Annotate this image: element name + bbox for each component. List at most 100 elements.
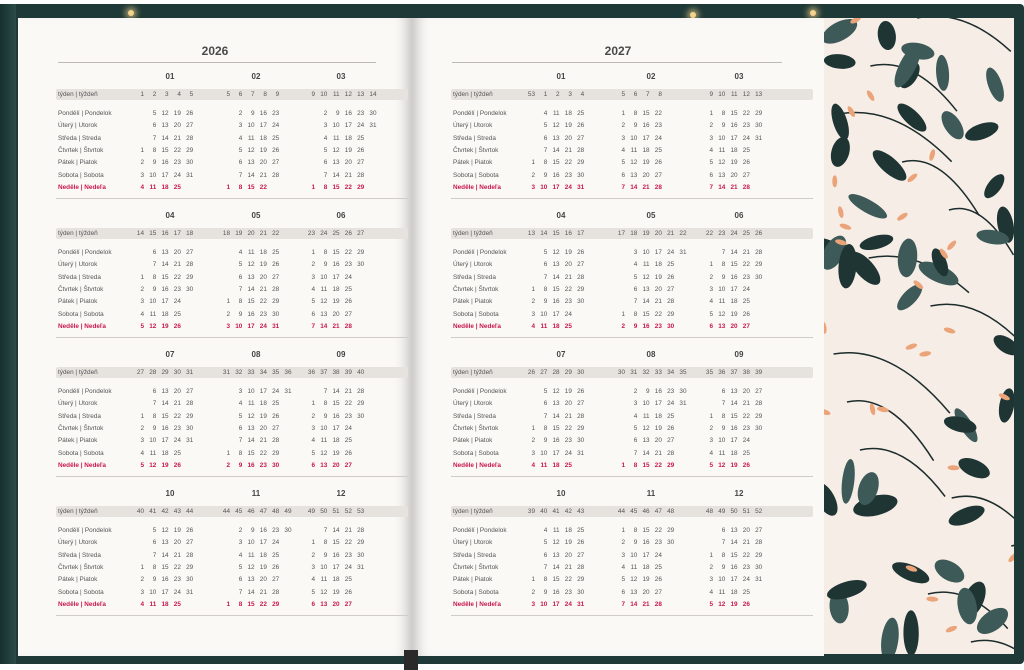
day-number: 17	[161, 588, 169, 596]
leaf	[986, 67, 1004, 102]
day-number: 9	[152, 285, 157, 293]
day-number: 15	[730, 110, 738, 117]
day-number: 26	[667, 424, 675, 432]
day-label: Úterý | Utorok	[453, 122, 493, 130]
week-number: 13	[357, 91, 365, 98]
day-number: 20	[173, 388, 181, 395]
week-number: 38	[742, 369, 750, 376]
week-number: 22	[705, 230, 713, 237]
day-number: 17	[642, 551, 650, 559]
leaf	[976, 607, 1009, 634]
branch	[1011, 544, 1014, 547]
day-number: 18	[642, 563, 650, 571]
day-number: 28	[577, 273, 585, 281]
day-number: 28	[577, 563, 585, 571]
day-label: Sobota | Sobota	[58, 171, 104, 179]
petal	[905, 343, 918, 350]
week-number: 36	[718, 369, 726, 376]
day-number: 27	[186, 539, 194, 547]
day-number: 8	[152, 146, 157, 154]
day-number: 2	[140, 159, 144, 167]
week-number: 28	[149, 369, 157, 376]
day-number: 13	[552, 261, 560, 269]
day-number: 24	[742, 285, 750, 293]
day-number: 7	[152, 400, 157, 408]
day-number: 5	[238, 261, 243, 269]
day-number: 28	[577, 412, 585, 420]
day-label: Úterý | Utorok	[58, 261, 98, 269]
day-number: 29	[186, 563, 194, 571]
day-number: 5	[152, 527, 157, 534]
day-number: 23	[564, 437, 572, 445]
day-number: 23	[654, 122, 662, 130]
day-number: 3	[238, 539, 243, 547]
week-number: 52	[755, 508, 763, 515]
week-number: 28	[552, 369, 560, 376]
day-number: 2	[311, 261, 315, 269]
day-number: 31	[577, 600, 585, 608]
day-number: 23	[173, 576, 181, 584]
day-number: 19	[564, 539, 572, 547]
day-number: 30	[755, 563, 763, 571]
day-number: 18	[552, 322, 560, 330]
day-number: 27	[577, 551, 585, 559]
week-number: 18	[630, 230, 638, 237]
day-number: 12	[320, 588, 328, 596]
day-label: Pondělí | Pondelok	[453, 527, 507, 534]
day-number: 17	[552, 183, 560, 191]
day-number: 22	[654, 110, 662, 117]
day-number: 25	[173, 449, 181, 457]
day-label: Čtvrtek | Štvrtok	[58, 285, 104, 293]
day-number: 24	[654, 551, 662, 559]
leaf	[824, 482, 838, 516]
day-number: 18	[654, 412, 662, 420]
day-label: Úterý | Utorok	[58, 400, 98, 408]
leaf-pattern-flap	[824, 18, 1014, 654]
day-number: 18	[730, 298, 738, 306]
week-number: 37	[730, 369, 738, 376]
day-number: 27	[577, 134, 585, 142]
day-number: 8	[633, 461, 638, 469]
day-number: 7	[543, 412, 548, 420]
leaf	[941, 111, 964, 140]
week-number: 52	[344, 508, 352, 515]
quarter-block: týden | týždeň Pondělí | Pondelok Úterý | …	[18, 350, 412, 485]
day-number: 11	[552, 110, 560, 117]
day-number: 9	[251, 527, 255, 534]
day-label: Středa | Streda	[58, 134, 101, 142]
day-number: 15	[247, 600, 255, 608]
day-number: 18	[332, 285, 340, 293]
week-number: 47	[654, 508, 662, 515]
day-number: 1	[709, 261, 713, 269]
day-number: 27	[667, 437, 675, 445]
day-number: 29	[577, 285, 585, 293]
day-number: 6	[721, 527, 726, 534]
day-number: 9	[721, 273, 726, 281]
day-number: 8	[543, 159, 548, 167]
day-number: 26	[344, 298, 352, 306]
day-number: 1	[311, 400, 315, 408]
day-number: 10	[149, 171, 157, 179]
day-number: 19	[332, 449, 340, 457]
day-number: 31	[272, 322, 280, 330]
week-number: 25	[332, 230, 340, 237]
day-number: 23	[272, 527, 280, 534]
day-number: 21	[173, 400, 181, 408]
day-number: 2	[140, 424, 144, 432]
day-number: 9	[543, 171, 548, 179]
day-number: 25	[272, 551, 280, 559]
day-number: 25	[272, 249, 280, 256]
day-number: 27	[344, 600, 352, 608]
day-number: 13	[642, 285, 650, 293]
day-label: Pátek | Piatok	[58, 576, 98, 584]
day-number: 14	[247, 437, 255, 445]
day-number: 6	[238, 424, 243, 432]
day-number: 26	[186, 110, 194, 117]
day-label: Úterý | Utorok	[453, 539, 493, 547]
day-number: 5	[709, 600, 713, 608]
leaf	[897, 238, 918, 278]
day-number: 8	[323, 539, 328, 547]
week-number: 3	[568, 91, 572, 98]
day-number: 16	[332, 551, 340, 559]
branch	[901, 160, 980, 216]
